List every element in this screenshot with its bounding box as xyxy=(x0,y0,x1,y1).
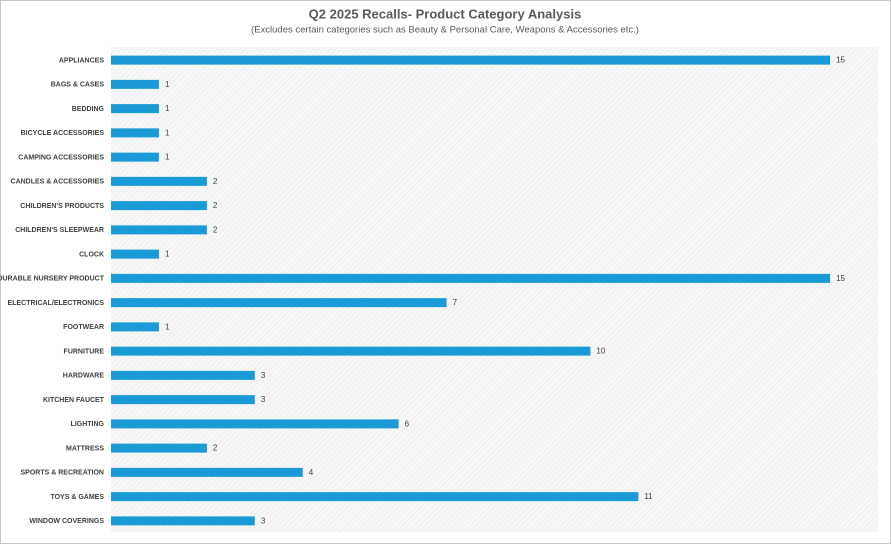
y-tick-label: FOOTWEAR xyxy=(63,324,104,331)
y-tick-label: LIGHTING xyxy=(71,421,105,428)
y-tick-label: DURABLE NURSERY PRODUCT xyxy=(0,276,105,283)
data-label: 2 xyxy=(213,201,218,210)
bar xyxy=(111,370,255,380)
y-tick-label: CHILDREN'S SLEEPWEAR xyxy=(15,227,104,234)
data-label: 1 xyxy=(165,250,170,259)
y-tick-label: WINDOW COVERINGS xyxy=(29,518,104,525)
bar xyxy=(111,443,207,453)
bar xyxy=(111,322,159,332)
y-tick-label: APPLIANCES xyxy=(59,57,104,64)
y-tick-label: BAGS & CASES xyxy=(51,82,105,89)
bar xyxy=(111,273,831,283)
data-label: 2 xyxy=(213,225,218,234)
bar xyxy=(111,516,255,526)
plot-area xyxy=(111,47,878,532)
data-label: 15 xyxy=(836,56,845,65)
bar xyxy=(111,104,159,114)
y-tick-label: TOYS & GAMES xyxy=(50,494,104,501)
bar xyxy=(111,419,399,429)
data-label: 15 xyxy=(836,274,845,283)
chart-subtitle: (Excludes certain categories such as Bea… xyxy=(251,25,639,36)
bar xyxy=(111,128,159,138)
bar xyxy=(111,249,159,259)
data-label: 7 xyxy=(453,298,458,307)
bar xyxy=(111,79,159,89)
data-label: 6 xyxy=(405,419,410,428)
y-tick-label: FURNITURE xyxy=(64,348,105,355)
bar xyxy=(111,152,159,162)
data-label: 1 xyxy=(165,322,170,331)
data-label: 3 xyxy=(261,516,266,525)
data-label: 3 xyxy=(261,371,266,380)
data-label: 11 xyxy=(644,492,653,501)
bar xyxy=(111,395,255,405)
y-tick-label: MATTRESS xyxy=(66,445,104,452)
y-tick-label: ELECTRICAL/ELECTRONICS xyxy=(8,300,105,307)
y-tick-label: CHILDREN'S PRODUCTS xyxy=(20,203,104,210)
data-label: 1 xyxy=(165,80,170,89)
data-label: 2 xyxy=(213,177,218,186)
y-tick-label: BICYCLE ACCESSORIES xyxy=(21,130,105,137)
bar xyxy=(111,201,207,211)
bar xyxy=(111,225,207,235)
y-tick-label: HARDWARE xyxy=(63,373,105,380)
bar xyxy=(111,467,303,477)
data-label: 1 xyxy=(165,128,170,137)
data-label: 4 xyxy=(309,468,314,477)
data-label: 1 xyxy=(165,104,170,113)
data-label: 3 xyxy=(261,395,266,404)
y-tick-label: BEDDING xyxy=(72,106,105,113)
data-label: 10 xyxy=(596,347,605,356)
y-tick-label: CAMPING ACCESSORIES xyxy=(18,154,104,161)
bar xyxy=(111,346,591,356)
bar xyxy=(111,176,207,186)
bar xyxy=(111,492,639,502)
bar xyxy=(111,298,447,308)
bar xyxy=(111,55,831,65)
y-tick-label: CANDLES & ACCESSORIES xyxy=(11,179,105,186)
y-tick-label: SPORTS & RECREATION xyxy=(21,470,105,477)
y-tick-label: KITCHEN FAUCET xyxy=(43,397,105,404)
data-label: 1 xyxy=(165,153,170,162)
y-tick-label: CLOCK xyxy=(79,251,104,258)
data-label: 2 xyxy=(213,444,218,453)
chart-title: Q2 2025 Recalls- Product Category Analys… xyxy=(309,6,582,21)
